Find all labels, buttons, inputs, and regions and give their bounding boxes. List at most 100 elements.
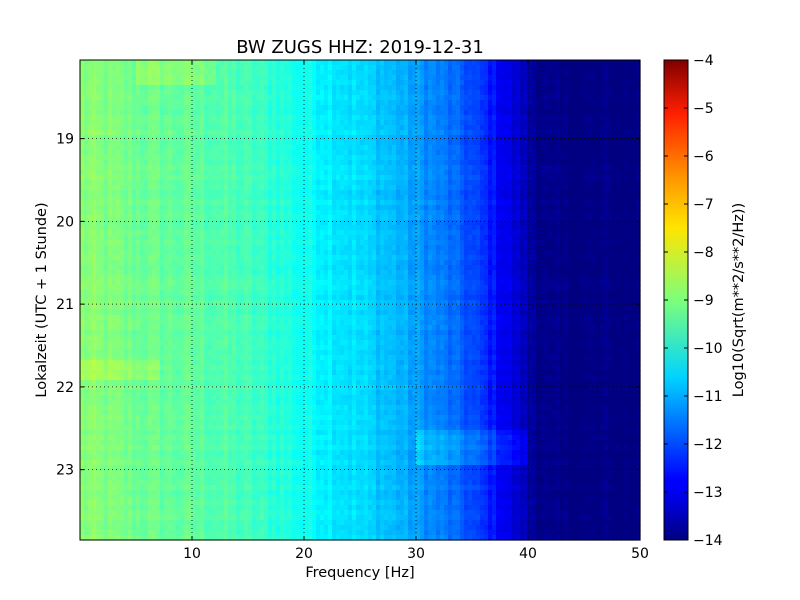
spectrogram-cell <box>324 125 329 131</box>
spectrogram-cell <box>360 200 365 206</box>
spectrogram-cell <box>120 160 125 166</box>
spectrogram-cell <box>356 130 361 136</box>
spectrogram-cell <box>168 180 173 186</box>
spectrogram-cell <box>104 130 109 136</box>
spectrogram-cell <box>100 120 105 126</box>
spectrogram-cell <box>356 230 361 236</box>
spectrogram-cell <box>480 175 485 181</box>
spectrogram-cell <box>500 180 505 186</box>
spectrogram-cell <box>128 80 133 86</box>
spectrogram-cell <box>532 110 537 116</box>
spectrogram-cell <box>136 75 141 81</box>
spectrogram-cell <box>344 70 349 76</box>
spectrogram-cell <box>376 165 381 171</box>
spectrogram-cell <box>420 180 425 186</box>
spectrogram-cell <box>560 160 565 166</box>
spectrogram-cell <box>416 135 421 141</box>
spectrogram-cell <box>264 100 269 106</box>
spectrogram-cell <box>588 205 593 211</box>
spectrogram-cell <box>584 135 589 141</box>
spectrogram-cell <box>380 235 385 241</box>
spectrogram-cell <box>628 80 633 86</box>
spectrogram-cell <box>264 65 269 71</box>
spectrogram-cell <box>156 95 161 101</box>
spectrogram-cell <box>260 100 265 106</box>
spectrogram-cell <box>308 225 313 231</box>
spectrogram-cell <box>192 190 197 196</box>
spectrogram-cell <box>132 105 137 111</box>
spectrogram-cell <box>252 180 257 186</box>
spectrogram-cell <box>232 215 237 221</box>
spectrogram-cell <box>480 195 485 201</box>
spectrogram-cell <box>432 80 437 86</box>
spectrogram-cell <box>360 150 365 156</box>
spectrogram-cell <box>312 60 317 66</box>
spectrogram-cell <box>456 185 461 191</box>
spectrogram-cell <box>288 120 293 126</box>
spectrogram-cell <box>196 70 201 76</box>
spectrogram-cell <box>536 115 541 121</box>
spectrogram-cell <box>456 105 461 111</box>
spectrogram-cell <box>556 130 561 136</box>
spectrogram-cell <box>468 120 473 126</box>
spectrogram-cell <box>148 230 153 236</box>
spectrogram-cell <box>268 130 273 136</box>
spectrogram-cell <box>344 115 349 121</box>
spectrogram-cell <box>612 230 617 236</box>
spectrogram-cell <box>396 70 401 76</box>
spectrogram-cell <box>368 110 373 116</box>
spectrogram-cell <box>360 205 365 211</box>
spectrogram-cell <box>272 105 277 111</box>
spectrogram-cell <box>212 100 217 106</box>
spectrogram-cell <box>396 90 401 96</box>
spectrogram-cell <box>428 75 433 81</box>
spectrogram-cell <box>232 235 237 241</box>
spectrogram-cell <box>268 90 273 96</box>
spectrogram-cell <box>332 120 337 126</box>
spectrogram-cell <box>620 70 625 76</box>
spectrogram-cell <box>292 90 297 96</box>
spectrogram-cell <box>112 225 117 231</box>
spectrogram-cell <box>500 110 505 116</box>
spectrogram-cell <box>440 130 445 136</box>
spectrogram-cell <box>156 70 161 76</box>
spectrogram-cell <box>436 85 441 91</box>
spectrogram-cell <box>532 135 537 141</box>
spectrogram-cell <box>212 60 217 66</box>
spectrogram-cell <box>320 60 325 66</box>
spectrogram-cell <box>520 145 525 151</box>
spectrogram-cell <box>380 70 385 76</box>
spectrogram-cell <box>192 230 197 236</box>
spectrogram-cell <box>396 120 401 126</box>
spectrogram-cell <box>436 185 441 191</box>
spectrogram-cell <box>408 130 413 136</box>
spectrogram-cell <box>364 155 369 161</box>
spectrogram-cell <box>496 190 501 196</box>
spectrogram-cell <box>164 70 169 76</box>
spectrogram-cell <box>176 145 181 151</box>
spectrogram-cell <box>292 105 297 111</box>
spectrogram-cell <box>380 220 385 226</box>
spectrogram-cell <box>524 155 529 161</box>
spectrogram-cell <box>428 175 433 181</box>
spectrogram-cell <box>216 100 221 106</box>
spectrogram-cell <box>356 175 361 181</box>
spectrogram-cell <box>128 165 133 171</box>
spectrogram-cell <box>404 60 409 66</box>
spectrogram-cell <box>620 185 625 191</box>
spectrogram-cell <box>600 210 605 216</box>
spectrogram-cell <box>472 180 477 186</box>
spectrogram-cell <box>476 220 481 226</box>
spectrogram-cell <box>372 80 377 86</box>
spectrogram-cell <box>108 75 113 81</box>
spectrogram-cell <box>300 85 305 91</box>
spectrogram-cell <box>452 225 457 231</box>
spectrogram-cell <box>164 120 169 126</box>
spectrogram-cell <box>188 110 193 116</box>
spectrogram-cell <box>252 195 257 201</box>
spectrogram-cell <box>244 220 249 226</box>
spectrogram-cell <box>476 175 481 181</box>
spectrogram-cell <box>300 90 305 96</box>
spectrogram-cell <box>460 220 465 226</box>
spectrogram-cell <box>296 135 301 141</box>
